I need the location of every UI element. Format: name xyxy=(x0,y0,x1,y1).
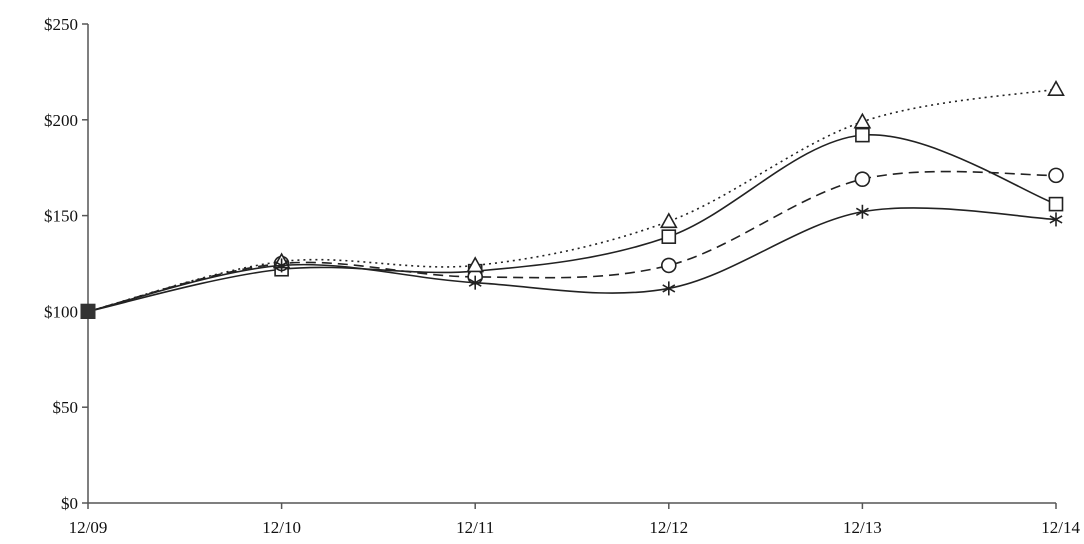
asterisk-icon xyxy=(468,275,482,290)
asterisk-icon xyxy=(855,204,869,219)
x-tick-label: 12/13 xyxy=(843,518,882,537)
series-line xyxy=(87,207,1057,313)
square-icon xyxy=(1048,196,1064,212)
x-tick-label: 12/12 xyxy=(649,518,688,537)
y-tick-label: $200 xyxy=(44,111,78,130)
y-tick-label: $50 xyxy=(53,398,79,417)
series-line xyxy=(87,88,1057,313)
series-triangle xyxy=(80,79,1065,319)
asterisk-icon xyxy=(662,281,676,296)
square-icon xyxy=(661,229,677,244)
series-line xyxy=(87,134,1057,313)
asterisk-icon xyxy=(275,258,289,273)
triangle-icon xyxy=(466,256,485,273)
circle-icon xyxy=(854,171,871,187)
circle-icon xyxy=(1048,167,1064,184)
series-line xyxy=(87,170,1057,313)
triangle-icon xyxy=(659,212,678,229)
series-circle xyxy=(80,167,1064,319)
x-tick-label: 12/14 xyxy=(1041,518,1080,537)
circle-icon xyxy=(660,257,677,274)
start-point-marker xyxy=(80,303,96,319)
y-tick-label: $150 xyxy=(44,207,78,226)
series-square xyxy=(80,127,1064,319)
x-tick-label: 12/09 xyxy=(69,518,108,537)
y-tick-label: $100 xyxy=(44,302,78,321)
square-icon xyxy=(855,127,870,143)
y-ticks: $0 $50 $100 $150 $200 $250 xyxy=(44,15,88,513)
series-asterisk xyxy=(80,204,1063,319)
x-tick-label: 12/11 xyxy=(456,518,494,537)
x-tick-label: 12/10 xyxy=(262,518,301,537)
triangle-icon xyxy=(853,112,872,129)
y-tick-label: $250 xyxy=(44,15,78,34)
x-ticks: 12/09 12/10 12/11 12/12 12/13 12/14 xyxy=(69,503,1080,537)
triangle-icon xyxy=(1047,79,1065,96)
series-layer xyxy=(80,79,1065,319)
y-tick-label: $0 xyxy=(61,494,78,513)
asterisk-icon xyxy=(1049,212,1063,227)
